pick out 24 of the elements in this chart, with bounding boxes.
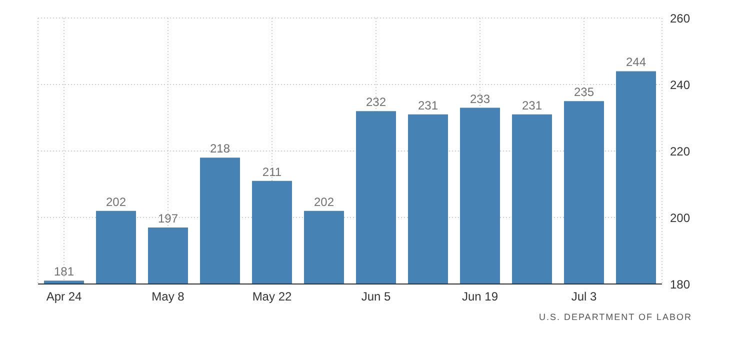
data-label: 232 [366,95,386,110]
text: U.S. DEPARTMENT OF LABOR [538,312,692,322]
x-tick-label: May 22 [252,290,292,304]
data-label: 231 [418,98,438,112]
data-label: 233 [470,92,490,106]
y-tick-label: 200 [670,210,690,225]
data-label: 202 [106,194,126,209]
y-tick-label: 260 [670,11,690,26]
x-tick-label: May 8 [152,290,185,304]
data-label: 202 [314,194,334,209]
x-tick-label: Jun 5 [361,290,391,304]
y-tick-label: 220 [670,144,690,158]
data-label: 181 [54,264,74,279]
data-label: 235 [574,85,594,100]
y-tick-label: 240 [670,78,690,92]
data-label: 211 [262,164,282,179]
x-tick-label: Jun 19 [462,290,498,304]
x-tick-label: Apr 24 [46,290,82,304]
data-label: 231 [522,98,542,112]
x-tick-label: Jul 3 [571,290,597,304]
data-label: 244 [626,55,646,70]
data-label: 218 [210,142,230,156]
y-tick-label: 180 [670,277,690,292]
data-label: 197 [158,211,178,226]
